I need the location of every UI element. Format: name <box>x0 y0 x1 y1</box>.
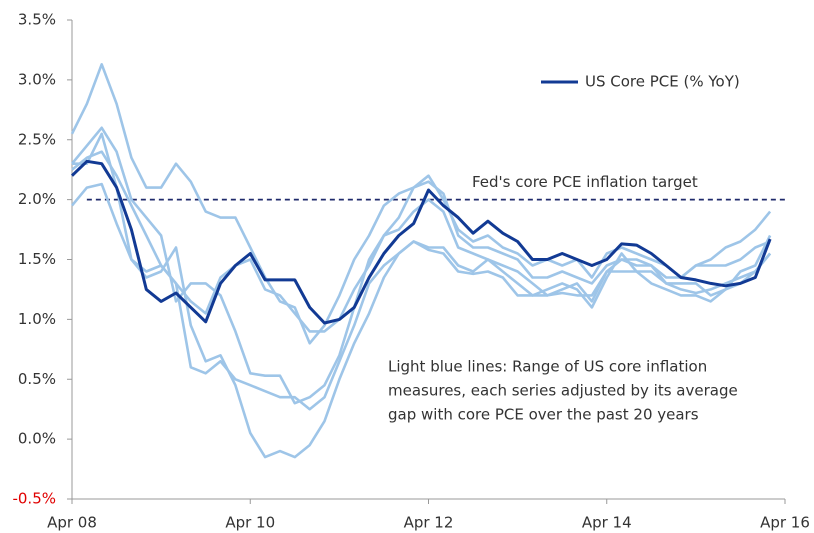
annotation-text: gap with core PCE over the past 20 years <box>388 406 699 424</box>
y-tick-label: 0.5% <box>18 370 56 388</box>
x-tick-label: Apr 12 <box>404 514 454 532</box>
y-tick-label: 3.0% <box>18 70 56 88</box>
target-label: Fed's core PCE inflation target <box>472 173 698 191</box>
legend-label: US Core PCE (% YoY) <box>585 73 740 91</box>
annotation-text: Light blue lines: Range of US core infla… <box>388 358 707 376</box>
core-pce-line <box>70 159 772 325</box>
range-line <box>71 150 771 333</box>
x-tick-label: Apr 16 <box>760 514 810 532</box>
y-tick-label: 0.0% <box>18 430 56 448</box>
y-tick-label: -0.5% <box>12 490 56 508</box>
x-tick-label: Apr 14 <box>582 514 632 532</box>
annotation-text: measures, each series adjusted by its av… <box>388 382 738 400</box>
y-tick-label: 2.5% <box>18 130 56 148</box>
x-tick-label: Apr 08 <box>47 514 97 532</box>
y-tick-label: 1.0% <box>18 310 56 328</box>
y-tick-label: 3.5% <box>18 11 56 29</box>
x-tick-label: Apr 10 <box>225 514 275 532</box>
y-tick-label: 2.0% <box>18 190 56 208</box>
y-tick-label: 1.5% <box>18 250 56 268</box>
range-line <box>70 182 772 411</box>
